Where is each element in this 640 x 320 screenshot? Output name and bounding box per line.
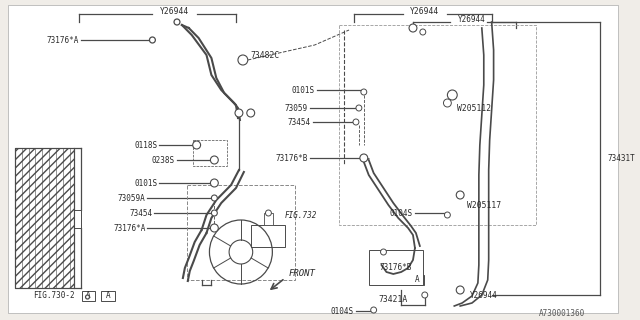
Text: FRONT: FRONT [288,268,315,277]
Text: FIG.732: FIG.732 [285,211,317,220]
Circle shape [356,105,362,111]
Circle shape [193,141,200,149]
Bar [74,210,81,228]
Text: 73431T: 73431T [607,154,636,163]
Bar [251,225,285,247]
Text: 73176*A: 73176*A [46,36,79,44]
Bar [15,148,74,288]
Circle shape [266,210,271,216]
Text: 0104S: 0104S [390,209,413,218]
Text: FIG.730-2: FIG.730-2 [33,291,75,300]
Bar [101,291,115,301]
Circle shape [150,37,156,43]
Text: Y26944: Y26944 [470,292,498,300]
Text: 73176*B: 73176*B [275,154,308,163]
Circle shape [456,286,464,294]
Text: Y26944: Y26944 [159,6,189,15]
Text: W205117: W205117 [467,201,501,210]
Text: Y26944: Y26944 [458,14,486,23]
Circle shape [422,292,428,298]
Text: 73176*B: 73176*B [379,262,412,271]
Circle shape [211,195,218,201]
Bar [410,275,424,285]
Circle shape [238,55,248,65]
Text: 0118S: 0118S [134,140,157,149]
Circle shape [235,109,243,117]
Text: A: A [415,276,419,284]
Circle shape [381,249,387,255]
Text: A: A [86,292,91,300]
Text: W205112: W205112 [457,103,492,113]
Text: 0101S: 0101S [292,85,315,94]
Text: 0238S: 0238S [152,156,175,164]
Bar [15,148,74,288]
Text: 0104S: 0104S [331,308,354,316]
Bar [369,250,423,285]
Bar [82,291,95,301]
Text: 73421A: 73421A [379,295,408,305]
Circle shape [353,119,359,125]
Circle shape [211,224,218,232]
Text: 0101S: 0101S [134,179,157,188]
Bar [187,185,295,280]
Circle shape [361,89,367,95]
Circle shape [360,154,368,162]
Circle shape [409,24,417,32]
Bar [264,213,273,225]
Circle shape [420,29,426,35]
Circle shape [211,156,218,164]
Circle shape [444,212,451,218]
Circle shape [174,19,180,25]
Circle shape [247,109,255,117]
Text: 73454: 73454 [129,209,152,218]
Circle shape [211,210,218,216]
Text: 73454: 73454 [287,117,310,126]
Circle shape [456,191,464,199]
Text: Y26944: Y26944 [410,6,440,15]
Circle shape [86,295,90,299]
Text: 73482C: 73482C [251,51,280,60]
Bar [339,25,536,225]
Text: A: A [106,292,111,300]
Text: A730001360: A730001360 [539,308,585,317]
Bar [193,140,227,166]
Circle shape [444,99,451,107]
Circle shape [447,90,457,100]
Text: 73176*A: 73176*A [113,223,145,233]
Circle shape [211,179,218,187]
Text: 73059: 73059 [285,103,308,113]
Circle shape [371,307,376,313]
Text: 73059A: 73059A [118,194,145,203]
